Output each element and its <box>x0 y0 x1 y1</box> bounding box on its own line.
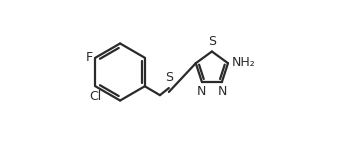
Text: S: S <box>165 71 173 84</box>
Text: Cl: Cl <box>89 90 101 103</box>
Text: S: S <box>208 35 216 48</box>
Text: F: F <box>86 51 93 64</box>
Text: N: N <box>218 85 227 98</box>
Text: N: N <box>197 85 206 98</box>
Text: NH₂: NH₂ <box>232 56 256 69</box>
